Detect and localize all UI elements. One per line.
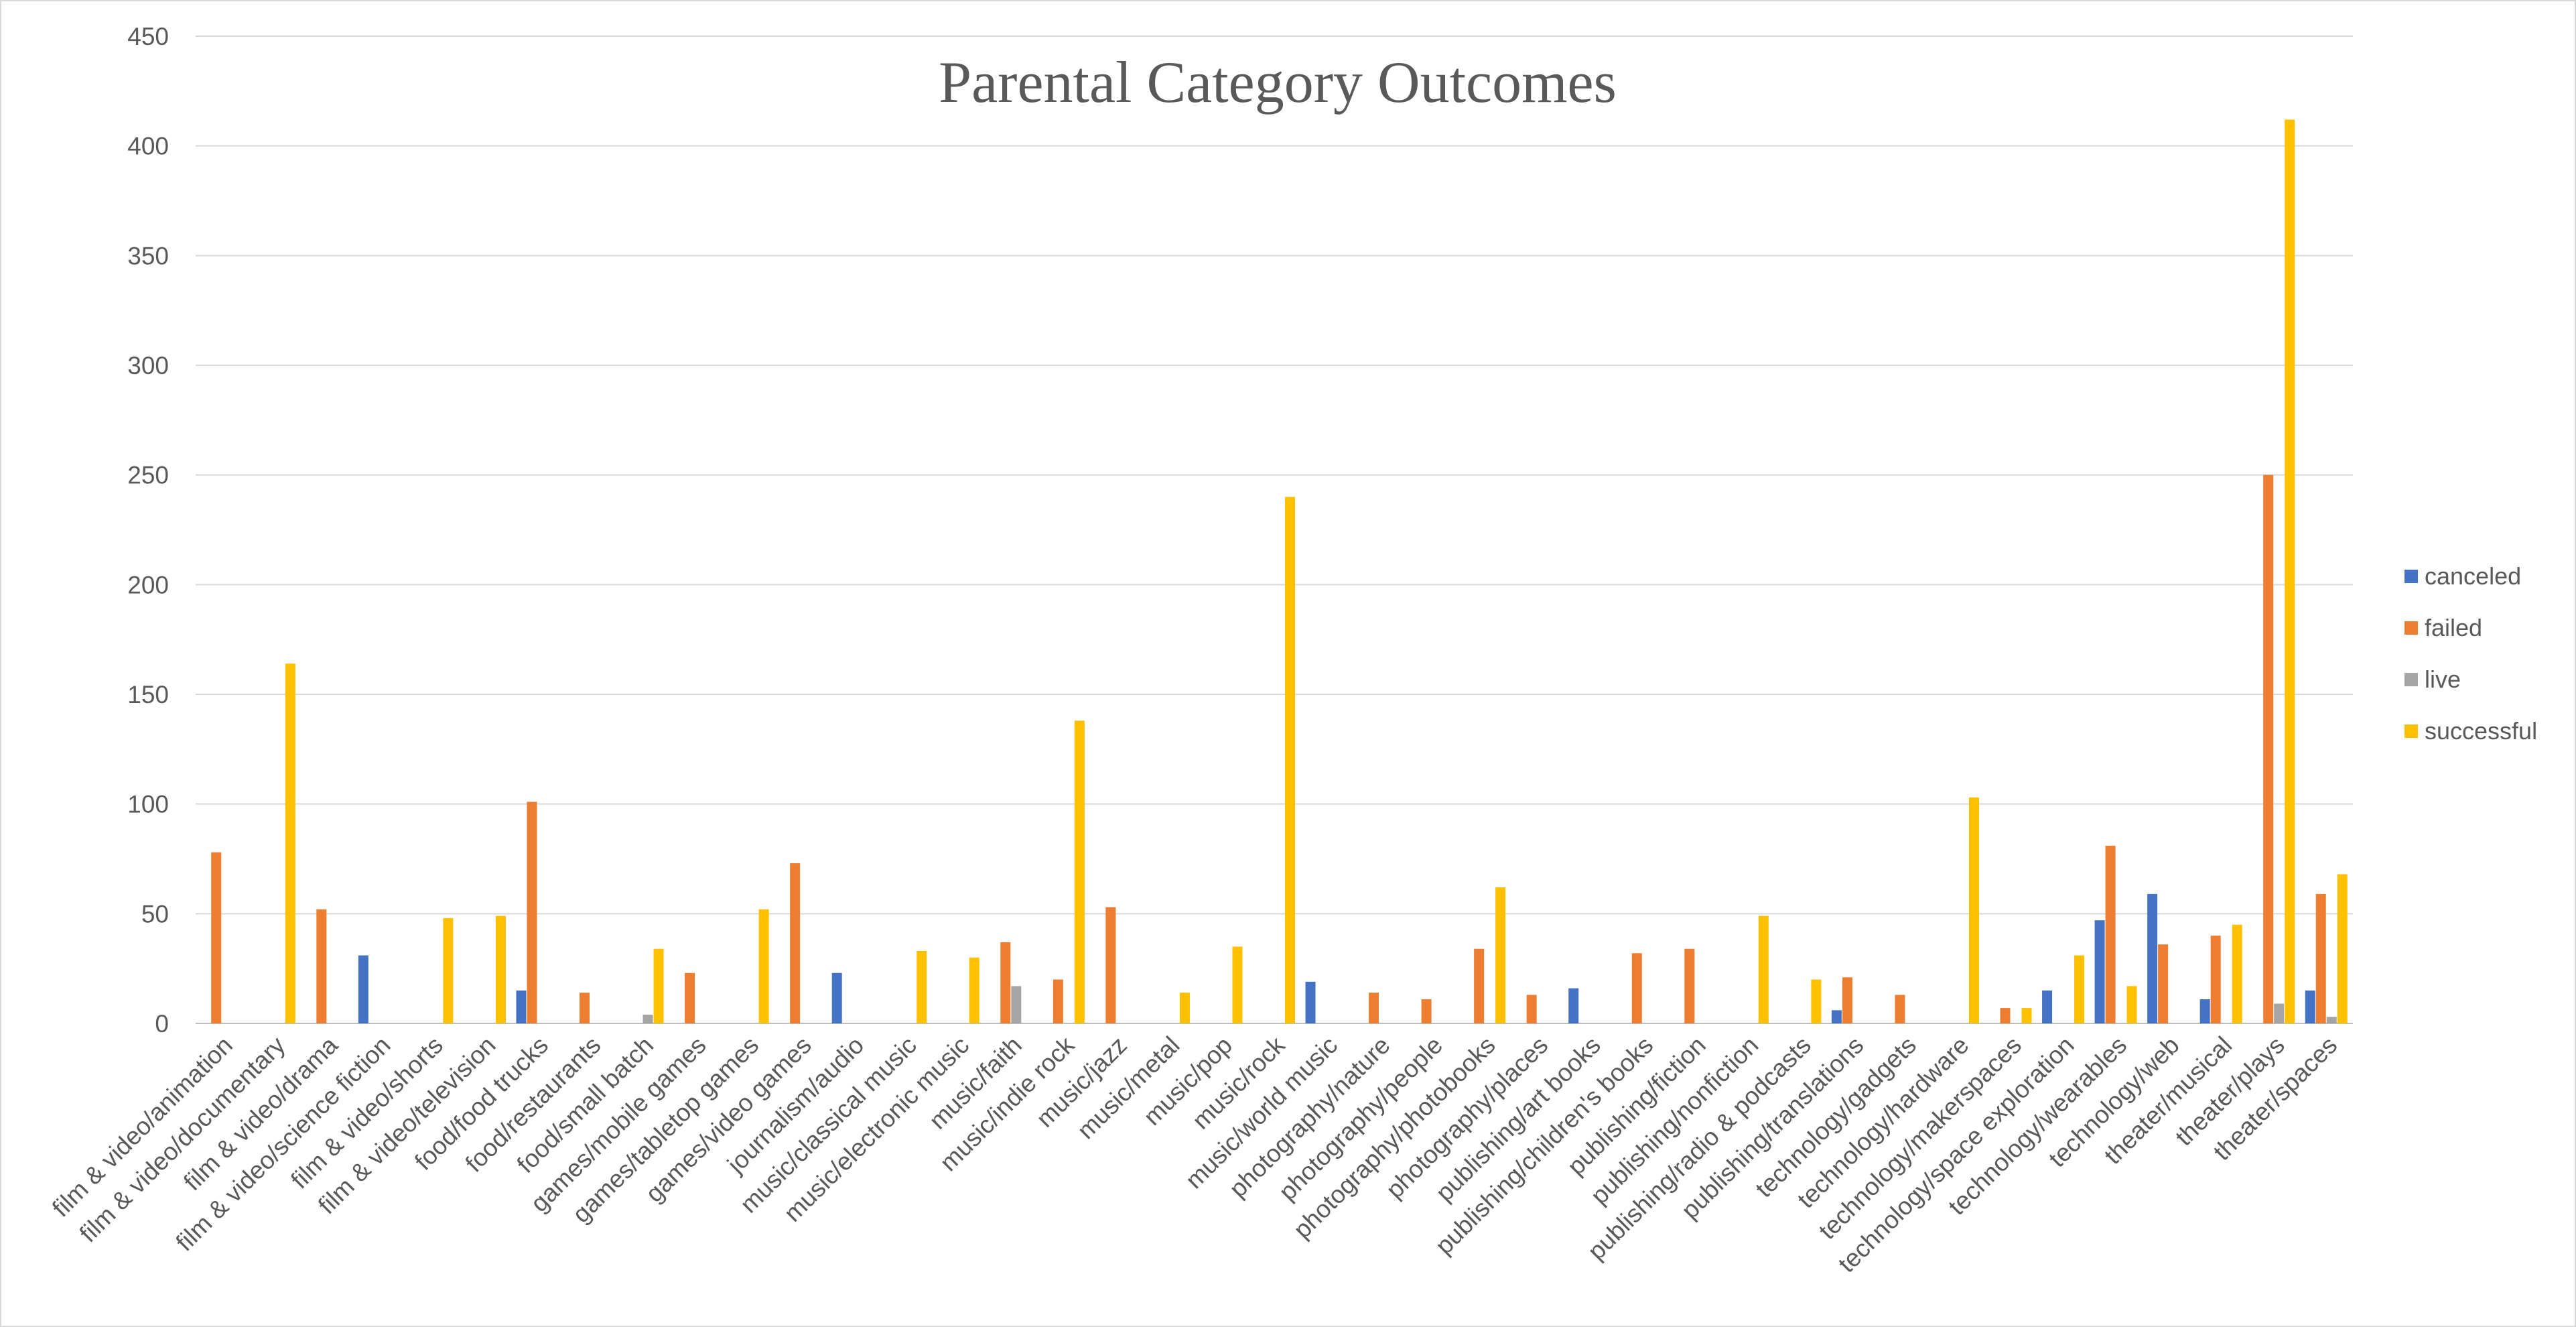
bar-failed	[1631, 953, 1642, 1023]
bar-successful	[969, 957, 979, 1023]
bar-failed	[2315, 893, 2326, 1023]
bar-successful	[2074, 955, 2085, 1023]
bar-failed	[1105, 907, 1116, 1023]
bar-canceled	[1831, 1010, 1842, 1023]
bar-successful	[1074, 720, 1085, 1023]
bar-successful	[1758, 915, 1769, 1023]
bar-live	[1011, 986, 1022, 1023]
bar-successful	[653, 948, 664, 1023]
bar-canceled	[1568, 988, 1579, 1023]
bar-failed	[2158, 944, 2169, 1023]
bar-failed	[685, 972, 695, 1023]
bar-live	[642, 1014, 653, 1023]
bar-failed	[1474, 948, 1485, 1023]
legend-swatch-canceled	[2404, 570, 2418, 583]
bar-successful	[443, 918, 454, 1023]
y-tick-label: 350	[127, 242, 169, 269]
y-tick-label: 50	[141, 900, 169, 928]
y-tick-label: 100	[127, 791, 169, 818]
bar-canceled	[2042, 990, 2053, 1023]
bar-canceled	[2094, 920, 2105, 1023]
legend-swatch-successful	[2404, 724, 2418, 738]
bar-failed	[2210, 936, 2221, 1023]
y-tick-label: 150	[127, 681, 169, 708]
bar-successful	[758, 909, 769, 1023]
legend-label-live: live	[2425, 666, 2461, 693]
legend-label-successful: successful	[2425, 717, 2537, 745]
chart-title: Parental Category Outcomes	[939, 50, 1617, 115]
bar-failed	[2105, 845, 2116, 1023]
bar-canceled	[2147, 893, 2158, 1023]
bar-canceled	[2199, 999, 2210, 1023]
bar-successful	[495, 915, 506, 1023]
legend-swatch-failed	[2404, 621, 2418, 635]
bar-successful	[2232, 924, 2242, 1023]
bar-successful	[1285, 497, 1295, 1023]
bar-successful	[285, 664, 295, 1023]
bar-canceled	[358, 955, 368, 1023]
gridlines	[196, 36, 2353, 1024]
y-axis-ticks: 0 50 100 150 200 250 300 350 400 450	[127, 23, 169, 1037]
bar-failed	[1684, 948, 1695, 1023]
bar-successful	[1179, 993, 1190, 1023]
bar-successful	[2021, 1008, 2032, 1023]
bar-successful	[2126, 986, 2137, 1023]
bar-successful	[1968, 797, 1979, 1023]
bar-live	[2274, 1003, 2285, 1023]
bar-failed	[2263, 475, 2274, 1023]
y-tick-label: 300	[127, 352, 169, 379]
y-tick-label: 400	[127, 133, 169, 160]
bar-canceled	[516, 990, 527, 1023]
bar-failed	[1842, 977, 1852, 1023]
x-tick-label: film & video/documentary	[74, 1031, 291, 1247]
bar-failed	[580, 993, 590, 1023]
y-tick-label: 200	[127, 571, 169, 598]
bar-failed	[527, 802, 537, 1023]
bars	[211, 119, 2348, 1023]
bar-failed	[1000, 942, 1011, 1023]
bar-live	[2326, 1017, 2337, 1023]
bar-failed	[1421, 999, 1432, 1023]
legend-label-failed: failed	[2425, 614, 2482, 641]
bar-failed	[2000, 1008, 2011, 1023]
bar-canceled	[1305, 981, 1316, 1023]
bar-canceled	[831, 972, 842, 1023]
legend-label-canceled: canceled	[2425, 562, 2521, 590]
bar-failed	[1526, 995, 1537, 1023]
bar-failed	[1053, 979, 1063, 1023]
y-tick-label: 0	[155, 1010, 169, 1037]
bar-successful	[1232, 946, 1243, 1023]
bar-failed	[1895, 995, 1905, 1023]
legend-swatch-live	[2404, 673, 2418, 686]
bar-failed	[211, 852, 222, 1023]
legend: canceled failed live successful	[2404, 562, 2537, 745]
bar-failed	[316, 909, 327, 1023]
bar-successful	[2285, 119, 2295, 1023]
y-tick-label: 450	[127, 23, 169, 50]
bar-successful	[1495, 887, 1506, 1023]
bar-successful	[917, 950, 927, 1023]
bar-failed	[790, 863, 801, 1023]
bar-successful	[2337, 874, 2348, 1023]
y-tick-label: 250	[127, 462, 169, 489]
bar-successful	[1811, 979, 1822, 1023]
bar-canceled	[2305, 990, 2315, 1023]
bar-failed	[1369, 993, 1379, 1023]
